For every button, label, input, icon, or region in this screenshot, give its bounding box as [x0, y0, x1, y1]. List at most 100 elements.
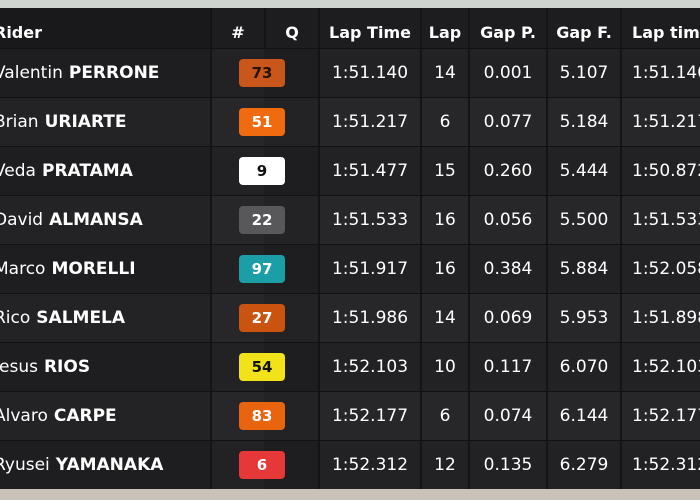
number-cell	[210, 49, 264, 97]
lap-time: 1:51.533	[331, 210, 409, 230]
gap-f-cell: 5.884	[546, 245, 620, 293]
header-text: Rider	[0, 22, 42, 42]
rider-last-name: ALMANSA	[49, 210, 143, 230]
gap-f: 6.070	[559, 357, 609, 377]
lap-time-cell: 1:52.103	[318, 343, 420, 391]
rider-number-badge: 27	[239, 304, 285, 332]
gap-f: 5.184	[559, 112, 609, 132]
rider-last-name: RIOS	[43, 357, 91, 377]
header-cell: Lap Time	[318, 8, 420, 56]
header-cell: Q	[264, 8, 318, 56]
rider-cell: AlvaroCARPE	[0, 392, 214, 440]
table-row: VedaPRATAMA 9 1:51.477 15 0.260 5.444 1:50.872	[0, 146, 700, 195]
badge-cell: 27	[239, 294, 285, 342]
gap-f: 5.107	[559, 63, 609, 83]
rider-first-name: Valentin	[0, 63, 63, 83]
rider-cell: RicoSALMELA	[0, 294, 214, 342]
rider-number-badge: 97	[239, 255, 285, 283]
rider-last-name: PERRONE	[68, 63, 160, 83]
table-row: BrianURIARTE 51 1:51.217 6 0.077 5.184 1:51.21…	[0, 97, 700, 146]
last-lap-cell: 1:52.103	[620, 343, 700, 391]
lap: 12	[434, 455, 456, 475]
badge-cell: 54	[239, 343, 285, 391]
lap-time: 1:52.312	[331, 455, 409, 475]
lap-cell: 15	[420, 147, 468, 195]
last-lap-cell: 1:52.058	[620, 245, 700, 293]
header-cell: #	[210, 8, 264, 56]
last-lap-cell: 1:52.312	[620, 441, 700, 489]
number-cell	[210, 147, 264, 195]
gap-f-cell: 5.953	[546, 294, 620, 342]
header-cell: Lap	[420, 8, 468, 56]
rider-last-name: PRATAMA	[41, 161, 133, 181]
lap: 15	[434, 161, 456, 181]
rider-number-badge: 6	[239, 451, 285, 479]
lap-cell: 6	[420, 392, 468, 440]
gap-f-cell: 6.144	[546, 392, 620, 440]
number-cell	[210, 98, 264, 146]
lap-cell: 12	[420, 441, 468, 489]
table-row: AlvaroCARPE 83 1:52.177 6 0.074 6.144 1:52.177	[0, 391, 700, 440]
lap-cell: 10	[420, 343, 468, 391]
lap-time-cell: 1:51.986	[318, 294, 420, 342]
badge-cell: 6	[239, 441, 285, 489]
rider-last-name: URIARTE	[44, 112, 127, 132]
gap-p: 0.077	[483, 112, 533, 132]
header-text: Q	[285, 22, 299, 42]
table-row: Valentin PERRONE 73 1:51.140 14 0.001 5.107 1:5…	[0, 48, 700, 97]
lap-time-cell: 1:52.177	[318, 392, 420, 440]
gap-f-cell: 5.444	[546, 147, 620, 195]
header-text: Gap P.	[480, 22, 536, 42]
last-lap: 1:52.312	[632, 455, 700, 475]
rider-last-name: CARPE	[53, 406, 117, 426]
rider-first-name: Ryusei	[0, 455, 50, 475]
lap: 16	[434, 259, 456, 279]
last-lap-cell: 1:51.898	[620, 294, 700, 342]
lap-time: 1:51.477	[331, 161, 409, 181]
lap-time-cell: 1:51.477	[318, 147, 420, 195]
gap-f: 5.444	[559, 161, 609, 181]
gap-p-cell: 0.001	[468, 49, 546, 97]
rider-number-badge: 54	[239, 353, 285, 381]
header-text: Lap time	[632, 22, 700, 42]
header-cell: Lap time	[620, 8, 700, 56]
lap: 16	[434, 210, 456, 230]
lap-time: 1:51.140	[331, 63, 409, 83]
gap-p-cell: 0.384	[468, 245, 546, 293]
rider-first-name: Veda	[0, 161, 36, 181]
last-lap: 1:50.872	[632, 161, 700, 181]
header-cell: Gap P.	[468, 8, 546, 56]
lap-time: 1:52.177	[331, 406, 409, 426]
lap-time: 1:52.103	[331, 357, 409, 377]
badge-cell: 9	[239, 147, 285, 195]
last-lap: 1:51.140	[632, 63, 700, 83]
last-lap-cell: 1:50.872	[620, 147, 700, 195]
rider-cell: Valentin PERRONE	[0, 49, 214, 97]
gap-p: 0.069	[483, 308, 533, 328]
rider-last-name: MORELLI	[51, 259, 136, 279]
gap-f: 6.279	[559, 455, 609, 475]
rider-cell: JesusRIOS	[0, 343, 214, 391]
rider-number-badge: 22	[239, 206, 285, 234]
last-lap: 1:52.058	[632, 259, 700, 279]
lap-cell: 14	[420, 294, 468, 342]
rider-first-name: Marco	[0, 259, 46, 279]
number-cell	[210, 343, 264, 391]
table-row: RicoSALMELA 27 1:51.986 14 0.069 5.953 1:51.89…	[0, 293, 700, 342]
lap-time-cell: 1:51.217	[318, 98, 420, 146]
lap: 6	[439, 112, 451, 132]
last-lap-cell: 1:51.217	[620, 98, 700, 146]
gap-p: 0.260	[483, 161, 533, 181]
lap-cell: 6	[420, 98, 468, 146]
gap-f-cell: 5.107	[546, 49, 620, 97]
gap-p: 0.074	[483, 406, 533, 426]
gap-f-cell: 5.184	[546, 98, 620, 146]
badge-cell: 83	[239, 392, 285, 440]
table-row: David ALMANSA 22 1:51.533 16 0.056 5.500 1:51.5…	[0, 195, 700, 244]
header-text: Lap	[428, 22, 462, 42]
gap-p: 0.384	[483, 259, 533, 279]
gap-p: 0.056	[483, 210, 533, 230]
header-cell: Rider	[0, 8, 214, 56]
lap: 14	[434, 308, 456, 328]
gap-p: 0.117	[483, 357, 533, 377]
